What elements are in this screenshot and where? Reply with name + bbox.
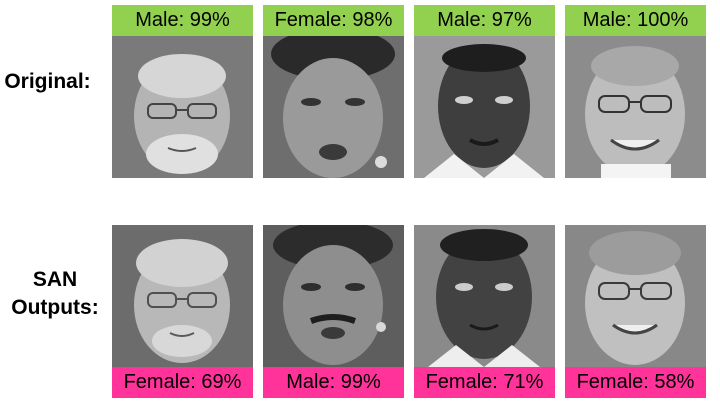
face-image bbox=[112, 225, 253, 367]
prediction-label: Male: 97% bbox=[414, 5, 555, 36]
row-label-original: Original: bbox=[0, 68, 95, 96]
face-image bbox=[565, 225, 706, 367]
san-cell-2: Male: 99% bbox=[263, 225, 404, 398]
face-image bbox=[414, 36, 555, 178]
prediction-label: Male: 100% bbox=[565, 5, 706, 36]
row-label-line: SAN bbox=[32, 268, 78, 291]
original-cell-4: Male: 100% bbox=[565, 5, 706, 178]
row-label-line: Outputs: bbox=[11, 296, 99, 319]
original-cell-1: Male: 99% bbox=[112, 5, 253, 178]
original-cell-2: Female: 98% bbox=[263, 5, 404, 178]
prediction-label: Female: 58% bbox=[565, 367, 706, 398]
prediction-label: Male: 99% bbox=[112, 5, 253, 36]
san-cell-4: Female: 58% bbox=[565, 225, 706, 398]
face-image bbox=[263, 225, 404, 367]
san-cell-1: Female: 69% bbox=[112, 225, 253, 398]
san-cell-3: Female: 71% bbox=[414, 225, 555, 398]
row-label-san-outputs: SAN Outputs: bbox=[0, 266, 110, 322]
face-image bbox=[414, 225, 555, 367]
row-label-line: Original: bbox=[4, 70, 91, 93]
face-image bbox=[112, 36, 253, 178]
original-cell-3: Male: 97% bbox=[414, 5, 555, 178]
face-image bbox=[565, 36, 706, 178]
prediction-label: Female: 71% bbox=[414, 367, 555, 398]
face-image bbox=[263, 36, 404, 178]
prediction-label: Female: 69% bbox=[112, 367, 253, 398]
prediction-label: Female: 98% bbox=[263, 5, 404, 36]
prediction-label: Male: 99% bbox=[263, 367, 404, 398]
